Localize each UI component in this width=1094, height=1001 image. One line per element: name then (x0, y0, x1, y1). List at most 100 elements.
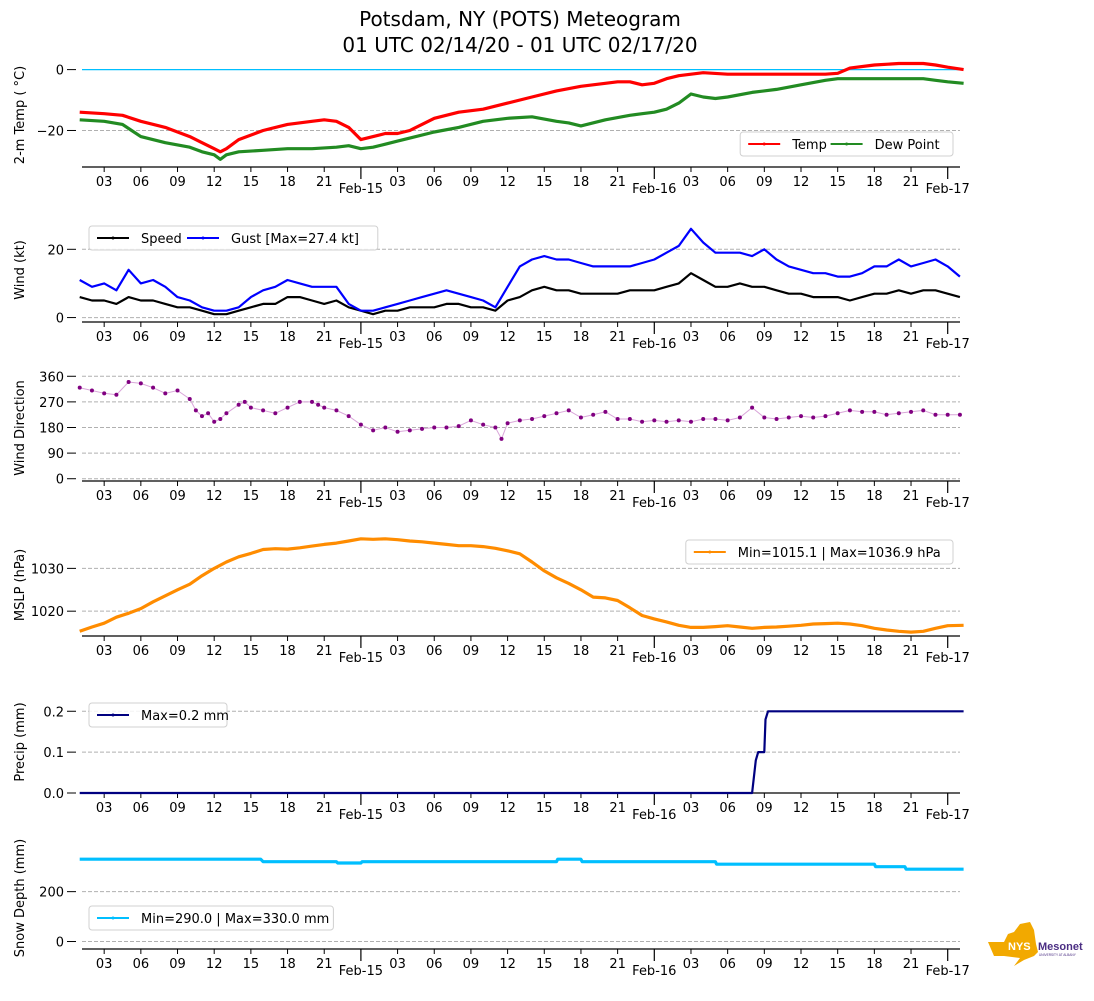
x-tick-label: 21 (609, 175, 626, 190)
data-point (322, 405, 327, 410)
x-tick-label: 09 (169, 489, 186, 504)
data-point (530, 416, 535, 421)
y-tick-label: 90 (47, 447, 64, 462)
data-point (566, 408, 571, 413)
x-tick-label: 06 (133, 175, 150, 190)
data-point (310, 399, 314, 404)
y-tick-label: 0.2 (43, 705, 64, 720)
data-point (261, 408, 266, 413)
x-tick-label: 09 (463, 957, 480, 972)
legend-frame (88, 225, 379, 251)
legend-label: Min=290.0 | Max=330.0 mm (141, 912, 329, 927)
x-tick-label: 06 (719, 801, 736, 816)
x-tick-label: 09 (169, 644, 186, 659)
x-day-label: Feb-16 (632, 182, 676, 197)
data-point (218, 416, 223, 421)
new-york-state-shape (988, 922, 1038, 966)
data-point (102, 391, 107, 396)
x-tick-label: 18 (573, 330, 590, 345)
x-tick-label: 18 (866, 801, 883, 816)
data-point (811, 415, 816, 420)
x-tick-label: 18 (573, 489, 590, 504)
data-point (481, 422, 486, 427)
x-tick-label: 15 (829, 330, 846, 345)
data-point (212, 419, 217, 424)
data-point (505, 421, 510, 426)
x-tick-label: 12 (206, 330, 223, 345)
y-tick-label: 180 (39, 421, 64, 436)
x-tick-label: 18 (573, 175, 590, 190)
legend-marker (708, 550, 712, 554)
data-point (236, 402, 241, 407)
nys-mesonet-logo: NYS Mesonet UNIVERSITY AT ALBANY (988, 922, 1083, 966)
x-tick-label: 21 (609, 957, 626, 972)
data-point (701, 416, 706, 421)
panel-temp: 0 −20 2-m Temp ( °C) 03 06 09 12 15 18 21 03 06 09 12… (13, 61, 970, 197)
data-point (163, 391, 168, 396)
x-day-label: Feb-17 (926, 182, 970, 197)
y-tick-label: 0 (56, 936, 64, 951)
x-day-label: Feb-16 (632, 808, 676, 823)
x-tick-label: 21 (903, 489, 920, 504)
legend-marker (111, 236, 115, 240)
legend-label: Max=0.2 mm (141, 709, 229, 724)
x-tick-label: 12 (206, 644, 223, 659)
x-tick-label: 21 (316, 330, 333, 345)
x-tick-label: 18 (866, 330, 883, 345)
x-tick-label: 03 (389, 644, 406, 659)
x-tick-label: 03 (683, 330, 700, 345)
x-tick-label: 03 (389, 330, 406, 345)
x-tick-label: 18 (866, 644, 883, 659)
x-tick-label: 12 (793, 644, 810, 659)
title-line-2: 01 UTC 02/14/20 - 01 UTC 02/17/20 (342, 33, 698, 57)
panel-snow-depth: 0 200 Snow Depth (mm) 03 06 09 12 15 18 21 03 06 09 1… (13, 839, 970, 979)
x-tick-label: 06 (133, 644, 150, 659)
data-point (193, 408, 198, 413)
data-point (823, 414, 828, 419)
x-tick-label: 15 (536, 644, 553, 659)
data-point (542, 414, 547, 419)
x-tick-label: 12 (499, 175, 516, 190)
x-tick-label: 06 (719, 175, 736, 190)
x-tick-label: 21 (316, 644, 333, 659)
x-tick-label: 09 (756, 644, 773, 659)
x-tick-label: 09 (169, 330, 186, 345)
x-tick-label: 21 (903, 644, 920, 659)
x-tick-label: 21 (903, 330, 920, 345)
x-tick-label: 09 (463, 175, 480, 190)
x-tick-label: 09 (463, 801, 480, 816)
data-point (921, 408, 926, 413)
legend-label: Temp (791, 138, 827, 153)
x-tick-label: 15 (536, 957, 553, 972)
x-tick-label: 12 (793, 489, 810, 504)
x-tick-label: 09 (756, 957, 773, 972)
x-tick-label: 09 (463, 644, 480, 659)
data-point (285, 405, 290, 410)
data-point (138, 381, 143, 386)
x-tick-label: 03 (96, 175, 113, 190)
x-tick-label: 12 (206, 175, 223, 190)
logo-nys-text: NYS (1008, 941, 1031, 953)
series-line-gust (79, 227, 961, 312)
x-tick-label: 12 (206, 489, 223, 504)
x-tick-label: 15 (536, 175, 553, 190)
data-point (517, 418, 522, 423)
data-point (786, 415, 791, 420)
legend-marker (762, 142, 766, 146)
data-point (750, 405, 755, 410)
data-point (615, 416, 620, 421)
data-point (578, 415, 583, 420)
x-day-label: Feb-17 (926, 337, 970, 352)
data-point (371, 428, 376, 433)
x-tick-label: 03 (683, 801, 700, 816)
x-tick-label: 12 (499, 644, 516, 659)
logo-brand-text: Mesonet (1038, 941, 1083, 953)
y-tick-label: 1020 (31, 605, 64, 620)
x-tick-label: 21 (316, 957, 333, 972)
x-tick-label: 18 (279, 644, 296, 659)
data-point (847, 408, 852, 413)
x-tick-label: 15 (829, 957, 846, 972)
x-tick-label: 09 (756, 330, 773, 345)
data-point (206, 411, 211, 416)
